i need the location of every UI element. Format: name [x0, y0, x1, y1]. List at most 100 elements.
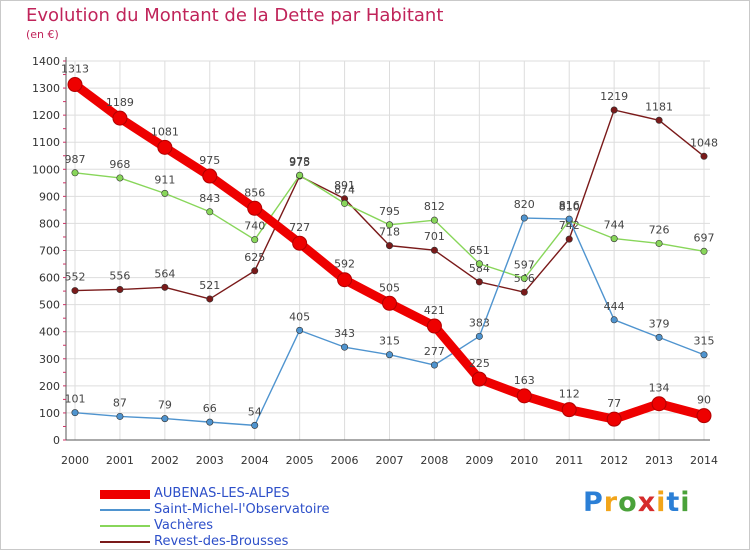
data-label: 421: [424, 304, 445, 317]
y-tick-label: 400: [39, 326, 60, 339]
legend-label: Revest-des-Brousses: [154, 534, 289, 549]
data-point: [296, 171, 304, 179]
data-label: 820: [514, 198, 535, 211]
y-tick-label: 300: [39, 353, 60, 366]
data-point: [112, 110, 128, 126]
logo-letter: r: [603, 487, 619, 518]
data-label: 978: [289, 155, 310, 168]
data-label: 625: [244, 251, 265, 264]
data-point: [206, 208, 214, 216]
data-point: [251, 267, 259, 275]
data-label: 112: [559, 388, 580, 401]
x-tick-label: 2009: [465, 454, 493, 467]
data-label: 1219: [600, 90, 628, 103]
data-label: 521: [199, 279, 220, 292]
data-point: [610, 106, 618, 114]
data-label: 651: [469, 244, 490, 257]
data-label: 744: [604, 219, 625, 232]
data-point: [700, 247, 708, 255]
y-tick-label: 1000: [32, 163, 60, 176]
data-label: 505: [379, 281, 400, 294]
data-label: 968: [109, 158, 130, 171]
data-label: 90: [697, 394, 711, 407]
data-point: [292, 235, 308, 251]
x-tick-label: 2014: [690, 454, 718, 467]
data-label: 856: [244, 186, 265, 199]
data-point: [71, 287, 79, 295]
data-point: [606, 411, 622, 427]
x-tick-label: 2001: [106, 454, 134, 467]
data-point: [337, 272, 353, 288]
x-tick-label: 2013: [645, 454, 673, 467]
chart-title: Evolution du Montant de la Dette par Hab…: [26, 5, 444, 26]
data-point: [610, 235, 618, 243]
data-point: [520, 214, 528, 222]
y-tick-label: 900: [39, 190, 60, 203]
data-label: 891: [334, 179, 355, 192]
logo-letter: o: [618, 487, 638, 518]
data-point: [430, 246, 438, 254]
y-tick-label: 1400: [32, 55, 60, 68]
x-tick-label: 2004: [241, 454, 269, 467]
y-tick-label: 1200: [32, 109, 60, 122]
data-point: [651, 396, 667, 412]
data-point: [475, 332, 483, 340]
logo-letter: i: [656, 487, 667, 518]
data-point: [296, 326, 304, 334]
logo-letter: P: [583, 487, 604, 518]
x-tick-label: 2003: [196, 454, 224, 467]
y-tick-label: 500: [39, 299, 60, 312]
data-point: [610, 316, 618, 324]
data-point: [251, 236, 259, 244]
data-point: [71, 409, 79, 417]
data-label: 54: [248, 405, 262, 418]
data-point: [475, 278, 483, 286]
data-label: 1313: [61, 63, 89, 76]
legend-swatch: [100, 525, 150, 527]
data-point: [341, 343, 349, 351]
data-label: 405: [289, 310, 310, 323]
data-label: 277: [424, 345, 445, 358]
data-point: [430, 361, 438, 369]
data-label: 726: [649, 223, 670, 236]
data-label: 701: [424, 230, 445, 243]
data-point: [565, 215, 573, 223]
legend-label: Saint-Michel-l'Observatoire: [154, 502, 330, 517]
data-label: 564: [154, 267, 175, 280]
x-tick-label: 2011: [555, 454, 583, 467]
data-point: [655, 239, 663, 247]
data-label: 225: [469, 357, 490, 370]
data-label: 163: [514, 374, 535, 387]
logo-letter: x: [637, 487, 657, 518]
data-point: [116, 174, 124, 182]
data-point: [655, 116, 663, 124]
data-point: [385, 242, 393, 250]
y-tick-label: 200: [39, 380, 60, 393]
legend-swatch: [100, 490, 150, 499]
data-point: [700, 152, 708, 160]
y-tick-label: 1300: [32, 82, 60, 95]
data-point: [116, 285, 124, 293]
data-label: 874: [334, 183, 355, 196]
data-label: 740: [244, 220, 265, 233]
data-point: [696, 408, 712, 424]
data-label: 1189: [106, 96, 134, 109]
data-label: 812: [424, 200, 445, 213]
legend-swatch: [100, 509, 150, 511]
x-tick-label: 2008: [420, 454, 448, 467]
data-label: 592: [334, 258, 355, 271]
legend-label: AUBENAS-LES-ALPES: [154, 486, 290, 501]
y-tick-label: 600: [39, 272, 60, 285]
data-point: [520, 288, 528, 296]
data-point: [565, 235, 573, 243]
data-label: 975: [199, 154, 220, 167]
x-tick-label: 2005: [286, 454, 314, 467]
chart-unit-label: (en €): [26, 28, 59, 41]
data-label: 552: [65, 271, 86, 284]
data-point: [67, 77, 83, 93]
data-label: 975: [289, 156, 310, 169]
data-label: 795: [379, 205, 400, 218]
data-point: [251, 421, 259, 429]
x-tick-label: 2002: [151, 454, 179, 467]
